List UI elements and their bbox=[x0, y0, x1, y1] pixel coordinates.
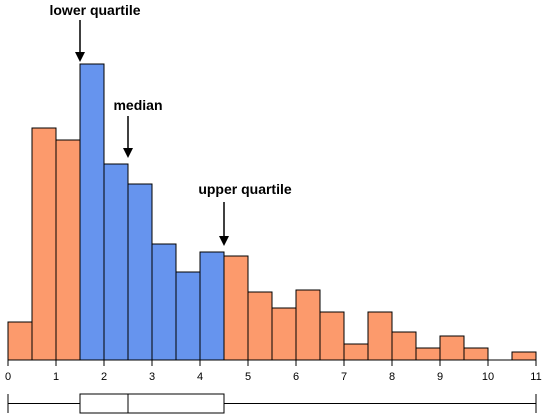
histogram-bar bbox=[343, 343, 369, 361]
histogram-bar bbox=[463, 347, 489, 361]
histogram-bar bbox=[271, 307, 297, 361]
histogram-bar bbox=[175, 271, 201, 361]
x-tick-label: 5 bbox=[245, 371, 251, 383]
histogram-bars bbox=[7, 63, 537, 361]
quartile-annotations: lower quartile median upper quartile bbox=[49, 2, 292, 246]
median-label: median bbox=[113, 97, 162, 113]
x-tick-label: 3 bbox=[149, 371, 155, 383]
x-tick-label: 9 bbox=[437, 371, 443, 383]
x-tick-label: 1 bbox=[53, 371, 59, 383]
x-axis-ticks: 0 1 2 3 4 5 6 7 8 9 10 11 bbox=[5, 360, 542, 383]
histogram-bar bbox=[439, 335, 465, 361]
histogram-bar bbox=[199, 251, 225, 361]
box-plot bbox=[7, 393, 537, 414]
histogram-bar bbox=[367, 311, 393, 361]
histogram-bar bbox=[127, 183, 153, 361]
boxplot-box bbox=[79, 393, 225, 414]
histogram-bar bbox=[55, 139, 81, 361]
arrow-icon bbox=[219, 236, 229, 246]
histogram-bar bbox=[247, 291, 273, 361]
arrow-icon bbox=[123, 148, 133, 158]
histogram-bar bbox=[223, 255, 249, 361]
histogram-bar bbox=[319, 311, 345, 361]
upper-quartile-label: upper quartile bbox=[198, 181, 292, 197]
arrow-icon bbox=[75, 52, 85, 62]
x-tick-label: 11 bbox=[530, 371, 541, 383]
x-tick-label: 7 bbox=[341, 371, 347, 383]
lower-quartile-label: lower quartile bbox=[49, 2, 140, 18]
x-tick-label: 8 bbox=[389, 371, 395, 383]
histogram-bar bbox=[79, 63, 105, 361]
histogram-bar bbox=[7, 321, 33, 361]
x-tick-label: 2 bbox=[101, 371, 107, 383]
histogram-bar bbox=[511, 351, 537, 361]
histogram-bar bbox=[295, 289, 321, 361]
histogram-bar bbox=[151, 243, 177, 361]
histogram-bar bbox=[415, 347, 441, 361]
x-tick-label: 6 bbox=[293, 371, 299, 383]
histogram-bar bbox=[391, 331, 417, 361]
x-tick-label: 4 bbox=[197, 371, 203, 383]
x-tick-label: 0 bbox=[5, 371, 11, 383]
histogram-bar bbox=[103, 163, 129, 361]
histogram-bar bbox=[31, 127, 57, 361]
x-tick-label: 10 bbox=[482, 371, 494, 383]
